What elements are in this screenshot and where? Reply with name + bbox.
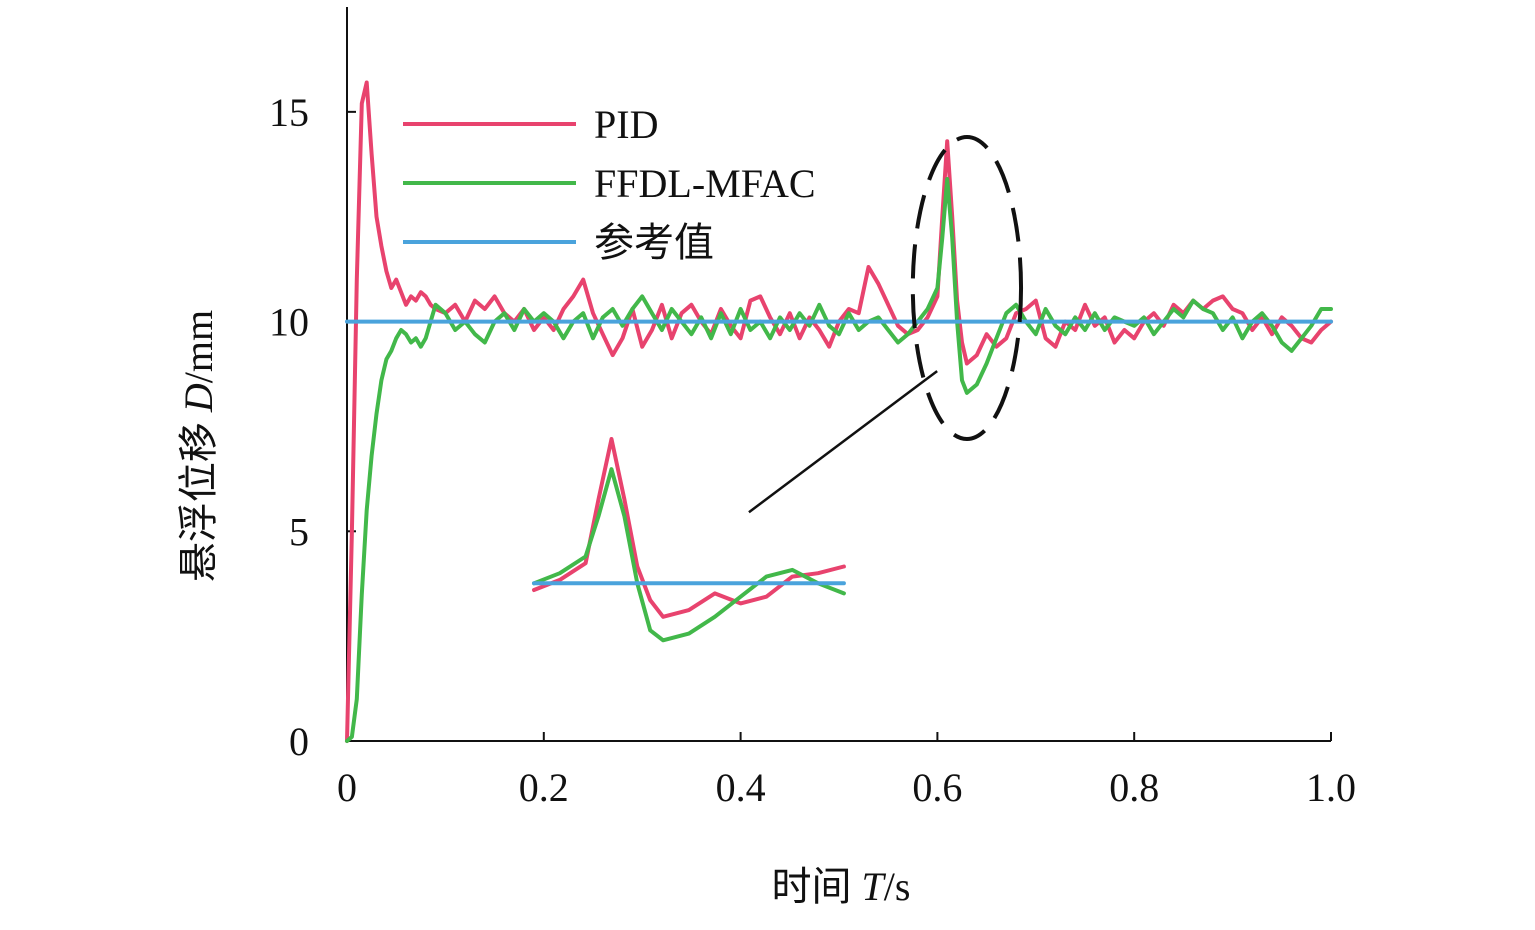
inset-line-pid [532,437,846,619]
axes: 0 0.2 0.4 0.6 0.8 1.0 0 5 10 15 [269,7,1356,810]
x-tick-label: 0 [337,765,357,810]
x-axis-title-prefix: 时间 [772,864,862,909]
x-tick-label: 0.4 [716,765,766,810]
zoom-inset [532,437,846,643]
y-tick-label: 0 [289,719,309,764]
zoom-annotation [748,135,1024,514]
y-axis-title-prefix: 悬浮位移 [176,412,221,582]
zoom-leader-line [748,370,938,514]
x-tick-label: 1.0 [1306,765,1356,810]
y-axis-title: 悬浮位移 D/mm [176,310,221,582]
inset-line-ffdl-mfac [532,467,846,643]
y-axis-title-variable: D [176,383,221,413]
series-line-ffdl-mfac [345,177,1333,743]
zoom-ellipse [910,135,1024,442]
x-axis-title: 时间 T/s [772,864,911,909]
legend-label-ffdl-mfac: FFDL-MFAC [594,161,816,206]
x-tick-label: 0.6 [912,765,962,810]
x-tick-label: 0.2 [519,765,569,810]
y-tick-label: 5 [289,509,309,554]
legend-label-pid: PID [594,102,658,147]
y-tick-label: 15 [269,90,309,135]
series-lines [345,80,1333,743]
y-tick-label: 10 [269,300,309,345]
legend: PID FFDL-MFAC 参考值 [403,102,816,265]
legend-label-reference: 参考值 [594,220,714,265]
x-axis-title-variable: T [862,864,887,909]
x-axis-title-unit: /s [884,864,911,909]
x-tick-label: 0.8 [1109,765,1159,810]
y-axis-title-unit: /mm [176,310,221,383]
